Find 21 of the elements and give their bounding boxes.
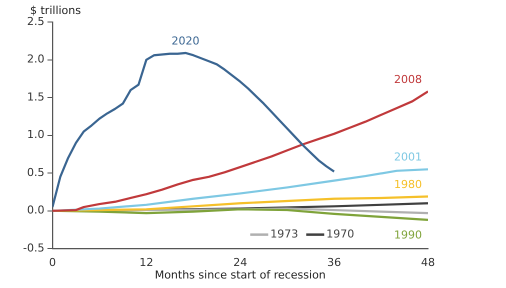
x-tick-label: 24 (233, 256, 248, 270)
series-label: 1990 (394, 228, 422, 242)
x-tick-label: 48 (421, 256, 435, 270)
series-label: 1980 (394, 178, 422, 191)
y-tick-label: 1.0 (26, 128, 44, 142)
series-label: 2001 (394, 150, 422, 164)
series-label: 2008 (394, 72, 422, 86)
y-tick-label: -0.5 (22, 241, 44, 254)
legend-label: 1970 (326, 227, 354, 240)
y-tick-label: 0.5 (26, 166, 44, 179)
x-tick-label: 0 (48, 256, 56, 270)
y-axis-title: $ trillions (30, 4, 82, 17)
y-tick-label: 2.0 (26, 52, 44, 66)
x-tick-label: 36 (327, 256, 342, 270)
y-tick-label: 2.5 (26, 14, 44, 28)
legend-label: 1973 (270, 227, 298, 240)
y-tick-label: 0.0 (26, 204, 44, 217)
y-tick-label: 1.5 (26, 90, 44, 104)
series-label: 2020 (171, 34, 200, 48)
x-axis-title: Months since start of recession (154, 268, 326, 282)
x-tick-label: 12 (139, 256, 154, 270)
